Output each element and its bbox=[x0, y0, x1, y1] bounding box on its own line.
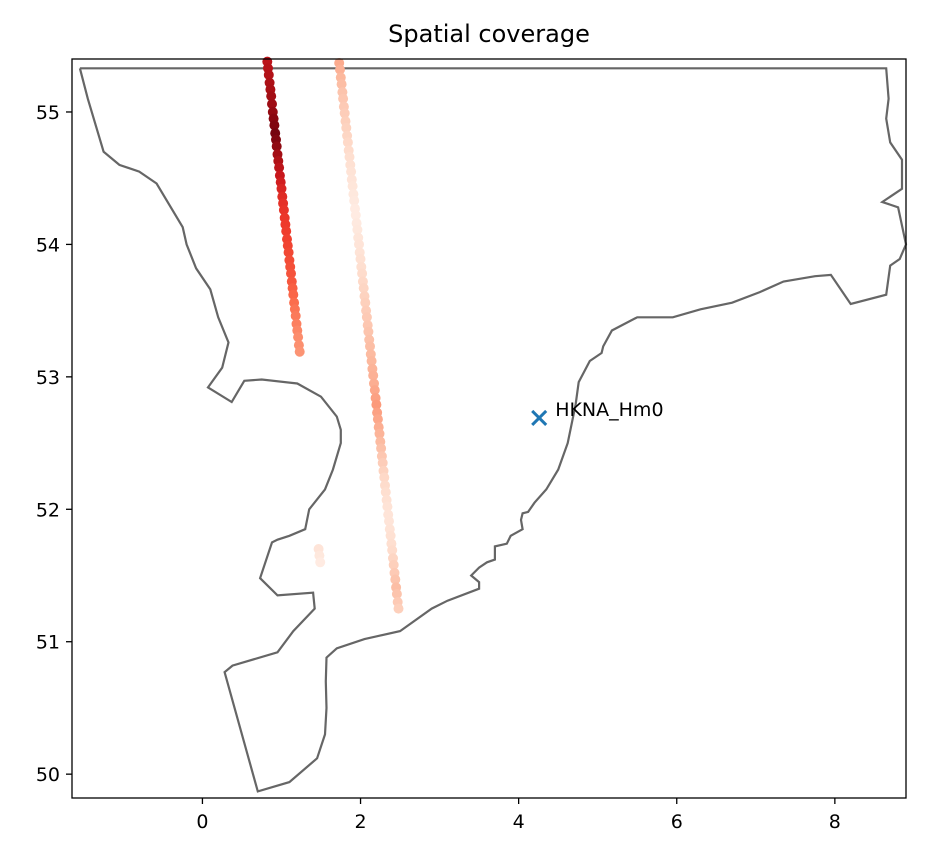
coastline bbox=[78, 67, 908, 793]
station-label: HKNA_Hm0 bbox=[555, 399, 663, 421]
track-point bbox=[368, 370, 379, 381]
y-tick-label: 53 bbox=[36, 367, 60, 389]
y-tick-label: 50 bbox=[36, 764, 60, 786]
y-tick-label: 51 bbox=[36, 632, 60, 654]
y-axis: 50 51 52 53 54 55 bbox=[36, 102, 72, 786]
track-point bbox=[271, 141, 282, 152]
x-tick-label: 4 bbox=[513, 811, 525, 833]
track-point bbox=[376, 443, 387, 454]
x-tick-label: 8 bbox=[829, 811, 841, 833]
x-tick-label: 6 bbox=[671, 811, 683, 833]
track-point bbox=[281, 226, 292, 237]
axes-frame bbox=[71, 58, 907, 799]
chart-title: Spatial coverage bbox=[388, 20, 590, 48]
track-point bbox=[288, 289, 299, 300]
track-point bbox=[371, 399, 382, 410]
track-point bbox=[336, 79, 347, 90]
track-point bbox=[366, 356, 377, 366]
y-tick-label: 55 bbox=[36, 102, 60, 124]
track-point bbox=[390, 574, 401, 585]
track-point bbox=[286, 268, 296, 279]
station-markers bbox=[531, 409, 548, 426]
track-point bbox=[379, 472, 390, 483]
track-point bbox=[365, 341, 375, 352]
track-point bbox=[341, 122, 352, 133]
track-point bbox=[294, 346, 305, 357]
track-point bbox=[278, 205, 289, 215]
y-tick-label: 54 bbox=[36, 234, 60, 256]
track-point bbox=[349, 195, 360, 206]
x-tick-label: 2 bbox=[354, 811, 366, 833]
track-point bbox=[339, 108, 350, 119]
track-point bbox=[369, 385, 380, 396]
annotations: HKNA_Hm0 bbox=[555, 399, 663, 421]
track-point bbox=[354, 239, 364, 250]
track-point bbox=[377, 457, 388, 468]
plot-area: HKNA_Hm0 bbox=[78, 56, 908, 793]
track-point bbox=[283, 247, 294, 258]
track-points bbox=[262, 56, 404, 614]
track-point bbox=[361, 312, 372, 323]
station-marker-stroke bbox=[531, 409, 548, 426]
track-point bbox=[355, 254, 366, 264]
track-point bbox=[385, 530, 396, 541]
track-point bbox=[263, 69, 274, 80]
x-tick-label: 0 bbox=[196, 811, 208, 833]
x-axis: 0 2 4 6 8 bbox=[196, 798, 841, 833]
track-point bbox=[358, 283, 369, 294]
track-point bbox=[360, 297, 371, 308]
track-point bbox=[387, 545, 398, 556]
track-point bbox=[276, 183, 287, 194]
y-tick-label: 52 bbox=[36, 499, 60, 521]
track-point bbox=[274, 162, 285, 173]
track-point bbox=[352, 224, 363, 235]
track-point bbox=[267, 99, 277, 109]
track-point bbox=[266, 91, 277, 102]
track-point bbox=[344, 152, 355, 162]
track-point bbox=[290, 310, 301, 321]
track-point bbox=[372, 414, 383, 425]
track-point bbox=[315, 557, 326, 568]
track-point bbox=[380, 487, 391, 498]
track-point bbox=[269, 120, 280, 131]
station-marker bbox=[531, 409, 548, 426]
track-point bbox=[342, 137, 353, 148]
track-point bbox=[338, 93, 349, 104]
track-point bbox=[391, 589, 402, 599]
track-point bbox=[346, 166, 357, 177]
track-point bbox=[335, 64, 345, 75]
track-point bbox=[347, 181, 358, 192]
track-point bbox=[293, 332, 304, 343]
track-point bbox=[382, 501, 393, 512]
track-point bbox=[388, 559, 399, 570]
track-point bbox=[350, 210, 361, 221]
track-point bbox=[393, 603, 404, 614]
track-point bbox=[384, 516, 394, 527]
track-point bbox=[357, 268, 368, 279]
track-point bbox=[363, 326, 374, 337]
track-point bbox=[374, 428, 385, 439]
